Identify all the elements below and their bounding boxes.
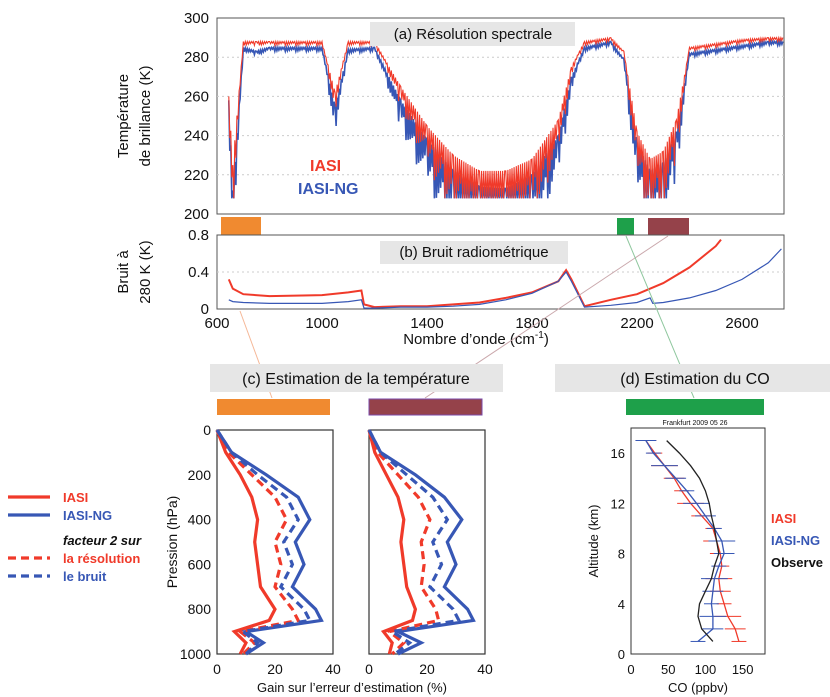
panel-c-right-frame xyxy=(368,429,486,655)
legend-label-factor: facteur 2 sur xyxy=(63,533,142,548)
panel-d-ticks: 0 50 100 150 0 4 8 12 16 xyxy=(611,446,754,677)
panel-d-series xyxy=(635,440,747,642)
band-green xyxy=(617,218,634,235)
y-tick-label: 1000 xyxy=(180,646,211,662)
x-tick-label: 40 xyxy=(477,661,493,677)
panel-c-left-frame xyxy=(216,429,334,655)
y-tick-label: 200 xyxy=(184,206,209,223)
legend-label-iasi: IASI xyxy=(63,490,88,505)
y-tick-label: 16 xyxy=(611,446,625,461)
series-iasi-ng-noise xyxy=(228,248,782,309)
series-right-facteur-2-sur-le-bruit xyxy=(367,429,462,656)
panel-a-inset-iasi-ng: IASI-NG xyxy=(298,181,358,198)
panel-a-series xyxy=(228,35,784,199)
legend-label-noise: le bruit xyxy=(63,569,107,584)
panel-c-series xyxy=(215,429,476,656)
x-tick-label: 2600 xyxy=(725,315,758,332)
panel-d-xlabel: CO (ppbv) xyxy=(668,680,728,695)
x-tick-label: 150 xyxy=(732,662,754,677)
y-tick-label: 300 xyxy=(184,10,209,27)
panel-d-legend-iasi-ng: IASI-NG xyxy=(771,533,820,548)
panel-a-inset-iasi: IASI xyxy=(310,158,341,175)
series-iasi-noise xyxy=(227,238,722,309)
x-tick-label: 600 xyxy=(204,315,229,332)
series-left-facteur-2-sur-la-r-solution xyxy=(215,429,301,656)
y-tick-label: 0 xyxy=(618,647,625,662)
series-left-facteur-2-sur-le-bruit xyxy=(215,429,313,656)
x-tick-label: 50 xyxy=(661,662,675,677)
band-brown xyxy=(648,218,689,235)
y-tick-label: 220 xyxy=(184,167,209,184)
panel-a-grid xyxy=(217,56,784,176)
y-tick-label: 280 xyxy=(184,49,209,66)
y-tick-label: 0 xyxy=(201,301,209,318)
series-iasi-spectrum xyxy=(228,35,784,199)
x-tick-label: 2200 xyxy=(620,315,653,332)
legend-label-resolution: la résolution xyxy=(63,551,140,566)
panel-d-band-green xyxy=(626,399,764,415)
x-tick-label: 1000 xyxy=(305,315,338,332)
panel-b-title: (b) Bruit radiométrique xyxy=(399,244,548,261)
x-tick-label: 0 xyxy=(365,661,373,677)
x-tick-label: 0 xyxy=(213,661,221,677)
y-tick-label: 0.8 xyxy=(188,227,209,244)
panel-b-ylabel-2: 280 K (K) xyxy=(137,240,154,303)
y-tick-label: 260 xyxy=(184,88,209,105)
panel-c-band-orange xyxy=(217,399,330,415)
panel-b-series xyxy=(227,238,782,309)
panel-d-title-box xyxy=(555,364,830,392)
series-right-facteur-2-sur-la-r-solution xyxy=(367,429,441,656)
panel-a-frame xyxy=(216,17,785,215)
panel-d-title: (d) Estimation du CO xyxy=(620,371,769,388)
panel-c-ylabel: Pression (hPa) xyxy=(164,496,180,589)
panel-a-title-box xyxy=(370,22,575,46)
panel-a-title: (a) Résolution spectrale xyxy=(394,26,552,43)
series-right-iasi xyxy=(367,429,418,655)
y-tick-label: 200 xyxy=(188,467,212,483)
x-tick-label: 40 xyxy=(325,661,341,677)
panel-b-ylabel-1: Bruit à xyxy=(115,250,132,294)
y-tick-label: 240 xyxy=(184,128,209,145)
panel-a-ylabel-2: de brillance (K) xyxy=(137,66,154,167)
panel-d-subtitle: Frankfurt 2009 05 26 xyxy=(663,420,728,427)
panel-d-ylabel: Altitude (km) xyxy=(586,505,601,578)
panel-c-xlabel: Gain sur l’erreur d’estimation (%) xyxy=(257,680,447,695)
x-tick-label: 1800 xyxy=(515,315,548,332)
panel-b-xlabel: Nombre d’onde (cm-1) xyxy=(403,330,549,348)
panel-d-frame xyxy=(630,427,766,655)
band-orange xyxy=(221,217,261,235)
panel-d-legend-iasi: IASI xyxy=(771,511,796,526)
y-tick-label: 4 xyxy=(618,597,625,612)
panel-c-title: (c) Estimation de la température xyxy=(242,371,470,388)
panel-a-ylabel-1: Température xyxy=(115,74,132,158)
series-iasi-ng-spectrum xyxy=(228,38,784,199)
series-left-iasi xyxy=(215,429,277,655)
y-tick-label: 0 xyxy=(203,422,211,438)
x-tick-label: 100 xyxy=(695,662,717,677)
panel-d-legend-observed: Observe xyxy=(771,555,823,570)
panel-c-title-box xyxy=(210,364,503,392)
legend-label-iasi-ng: IASI-NG xyxy=(63,508,112,523)
series-observe-co xyxy=(666,440,720,642)
x-tick-label: 0 xyxy=(627,662,634,677)
y-tick-label: 8 xyxy=(618,547,625,562)
y-tick-label: 800 xyxy=(188,601,212,617)
y-tick-label: 12 xyxy=(611,496,625,511)
panel-b-ticks: 0 0.4 0.8 600 1000 1400 1800 2200 2600 xyxy=(188,227,759,332)
y-tick-label: 0.4 xyxy=(188,264,209,281)
y-tick-label: 600 xyxy=(188,556,212,572)
y-tick-label: 400 xyxy=(188,512,212,528)
panel-c-band-brown xyxy=(368,398,483,416)
x-tick-label: 20 xyxy=(267,661,283,677)
panel-b-title-box xyxy=(380,241,568,264)
x-tick-label: 20 xyxy=(419,661,435,677)
panel-a-yticks: 200 220 240 260 280 300 xyxy=(184,10,209,223)
x-tick-label: 1400 xyxy=(410,315,443,332)
